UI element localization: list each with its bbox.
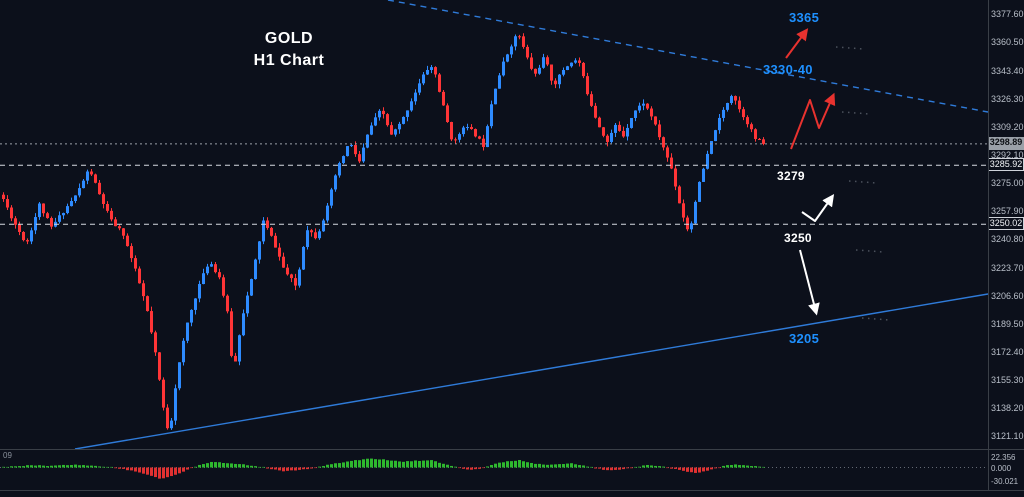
oscillator-scale-label: 22.356 [991, 453, 1016, 463]
time-axis-strip [0, 491, 1024, 497]
price-tick-label: 3155.30 [991, 375, 1024, 386]
price-tick-label: 3343.40 [991, 65, 1024, 76]
arrow-up-to-3365 [785, 28, 809, 59]
price-tick-label: 3377.60 [991, 9, 1024, 20]
price-tick-label: 3309.20 [991, 121, 1024, 132]
oscillator-histogram [0, 458, 988, 479]
chart-title-timeframe: H1 Chart [253, 52, 325, 69]
price-tick-label: 3326.30 [991, 93, 1024, 104]
arrow-bounce-3279 [801, 194, 835, 222]
arrow-down-to-3205 [799, 249, 820, 316]
dotted-mark-4 [861, 317, 891, 321]
dotted-mark-1 [841, 111, 871, 115]
chart-indicator-divider[interactable] [0, 449, 1024, 450]
price-tick-label: 3257.90 [991, 206, 1024, 217]
annotation-target-3205: 3205 [789, 331, 820, 346]
dotted-mark-3 [855, 249, 885, 253]
price-tick-label: 3189.50 [991, 318, 1024, 329]
indicator-corner-label: 09 [3, 451, 12, 460]
price-chart-area[interactable]: GOLD H1 Chart 3365 3330-40 3279 3250 320… [0, 0, 988, 449]
oscillator-scale-label: -30.021 [991, 477, 1019, 486]
annotation-support-3250: 3250 [784, 231, 812, 245]
axis-separator [988, 0, 989, 497]
level-price-label: 3250.02 [988, 217, 1024, 231]
current-price-label: 3298.89 [988, 136, 1024, 150]
indicator-axis: 22.356 0.000 -30.021 [988, 449, 1024, 497]
price-tick-label: 3223.70 [991, 262, 1024, 273]
indicator-bottom-divider [0, 490, 1024, 491]
price-tick-label: 3138.20 [991, 403, 1024, 414]
annotation-resistance-zone: 3330-40 [763, 62, 813, 77]
candlestick-chart [0, 0, 988, 449]
price-axis[interactable]: 3377.60 3360.50 3343.40 3326.30 3309.20 3292.… [988, 0, 1024, 449]
indicator-panel[interactable]: 09 [0, 450, 988, 490]
trendline-ascending-support[interactable] [74, 293, 988, 449]
candles [2, 33, 765, 430]
price-tick-label: 3206.60 [991, 290, 1024, 301]
oscillator-scale-label: 0.000 [991, 463, 1012, 473]
arrow-zigzag-3330 [790, 92, 836, 150]
price-tick-label: 3121.10 [991, 431, 1024, 442]
trendline-descending-resistance[interactable] [387, 0, 988, 113]
price-tick-label: 3275.00 [991, 178, 1024, 189]
annotation-target-3365: 3365 [789, 10, 820, 25]
price-tick-label: 3292.10 [991, 150, 1024, 161]
dotted-mark-0 [835, 46, 865, 50]
price-tick-label: 3172.40 [991, 347, 1024, 358]
level-price-label: 3285.92 [988, 158, 1024, 172]
price-tick-label: 3240.80 [991, 234, 1024, 245]
chart-title-symbol: GOLD [264, 30, 314, 47]
chart-title: GOLD H1 Chart [214, 28, 364, 72]
price-tick-label: 3360.50 [991, 37, 1024, 48]
annotation-support-3279: 3279 [777, 169, 805, 183]
dotted-mark-2 [848, 180, 878, 184]
